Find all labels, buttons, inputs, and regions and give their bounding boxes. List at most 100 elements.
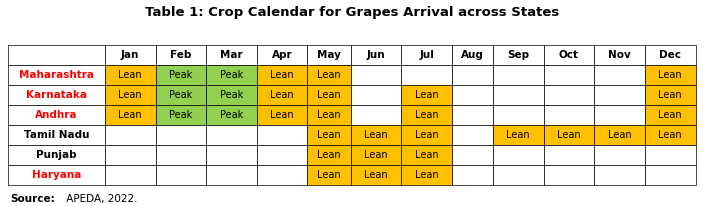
Bar xyxy=(401,145,452,165)
Bar xyxy=(105,145,156,165)
Bar xyxy=(156,65,206,85)
Bar xyxy=(156,85,206,105)
Text: Tamil Nadu: Tamil Nadu xyxy=(24,130,89,140)
Bar xyxy=(543,65,594,85)
Text: Lean: Lean xyxy=(506,130,530,140)
Bar xyxy=(351,45,401,65)
Bar xyxy=(206,65,257,85)
Bar xyxy=(594,45,645,65)
Bar xyxy=(401,105,452,125)
Bar xyxy=(401,85,452,105)
Bar xyxy=(543,105,594,125)
Bar xyxy=(351,145,401,165)
Bar xyxy=(257,145,308,165)
Text: Apr: Apr xyxy=(272,50,292,60)
Text: Peak: Peak xyxy=(169,110,192,120)
Bar xyxy=(156,45,206,65)
Bar xyxy=(594,125,645,145)
Text: Lean: Lean xyxy=(318,110,341,120)
Bar xyxy=(493,165,543,185)
Bar xyxy=(543,165,594,185)
Text: Mar: Mar xyxy=(220,50,243,60)
Text: Lean: Lean xyxy=(270,110,294,120)
Text: Peak: Peak xyxy=(169,70,192,80)
Bar xyxy=(401,125,452,145)
Bar xyxy=(308,145,351,165)
Bar xyxy=(452,65,493,85)
Text: Lean: Lean xyxy=(318,170,341,180)
Text: Lean: Lean xyxy=(118,90,142,100)
Bar xyxy=(105,65,156,85)
Bar xyxy=(308,165,351,185)
Text: Lean: Lean xyxy=(364,150,388,160)
Bar xyxy=(351,105,401,125)
Text: Oct: Oct xyxy=(559,50,579,60)
Text: Lean: Lean xyxy=(318,150,341,160)
Bar xyxy=(8,165,105,185)
Bar xyxy=(645,105,696,125)
Text: Lean: Lean xyxy=(118,70,142,80)
Bar xyxy=(206,125,257,145)
Bar xyxy=(645,65,696,85)
Text: Lean: Lean xyxy=(658,130,682,140)
Text: Lean: Lean xyxy=(270,90,294,100)
Text: Punjab: Punjab xyxy=(37,150,77,160)
Text: Andhra: Andhra xyxy=(35,110,78,120)
Bar xyxy=(105,125,156,145)
Text: Lean: Lean xyxy=(118,110,142,120)
Bar xyxy=(493,125,543,145)
Bar xyxy=(8,85,105,105)
Text: Peak: Peak xyxy=(169,90,192,100)
Text: Sep: Sep xyxy=(507,50,529,60)
Bar xyxy=(105,85,156,105)
Text: Lean: Lean xyxy=(658,110,682,120)
Bar xyxy=(351,165,401,185)
Text: Jul: Jul xyxy=(420,50,434,60)
Bar xyxy=(351,85,401,105)
Bar xyxy=(543,85,594,105)
Bar xyxy=(206,105,257,125)
Bar xyxy=(452,165,493,185)
Text: Table 1: Crop Calendar for Grapes Arrival across States: Table 1: Crop Calendar for Grapes Arriva… xyxy=(145,6,559,19)
Bar xyxy=(401,165,452,185)
Bar xyxy=(308,45,351,65)
Bar xyxy=(257,45,308,65)
Text: Jun: Jun xyxy=(367,50,385,60)
Bar xyxy=(308,85,351,105)
Bar xyxy=(156,145,206,165)
Bar xyxy=(308,65,351,85)
Bar xyxy=(156,105,206,125)
Bar xyxy=(308,125,351,145)
Text: Peak: Peak xyxy=(220,70,243,80)
Text: Feb: Feb xyxy=(170,50,191,60)
Text: Peak: Peak xyxy=(220,110,243,120)
Bar xyxy=(452,45,493,65)
Text: Lean: Lean xyxy=(658,90,682,100)
Text: Lean: Lean xyxy=(415,150,439,160)
Bar xyxy=(543,45,594,65)
Bar xyxy=(206,85,257,105)
Bar xyxy=(452,125,493,145)
Bar xyxy=(351,125,401,145)
Bar xyxy=(543,125,594,145)
Text: Haryana: Haryana xyxy=(32,170,82,180)
Bar xyxy=(594,105,645,125)
Text: Lean: Lean xyxy=(318,130,341,140)
Bar xyxy=(401,45,452,65)
Bar xyxy=(257,65,308,85)
Text: Dec: Dec xyxy=(659,50,681,60)
Bar xyxy=(8,105,105,125)
Bar xyxy=(452,105,493,125)
Text: APEDA, 2022.: APEDA, 2022. xyxy=(63,194,137,204)
Text: Lean: Lean xyxy=(364,170,388,180)
Bar xyxy=(351,65,401,85)
Text: Lean: Lean xyxy=(557,130,581,140)
Bar xyxy=(206,145,257,165)
Bar xyxy=(257,125,308,145)
Bar xyxy=(493,105,543,125)
Bar xyxy=(594,65,645,85)
Bar xyxy=(594,85,645,105)
Bar xyxy=(206,45,257,65)
Text: Nov: Nov xyxy=(608,50,631,60)
Bar xyxy=(257,165,308,185)
